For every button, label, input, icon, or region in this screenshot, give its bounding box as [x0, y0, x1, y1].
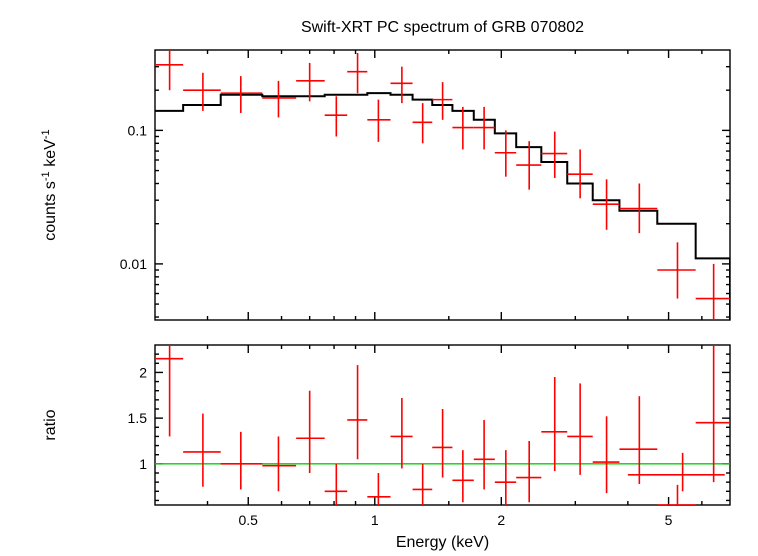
y-axis-label-top: counts s-1 keV-1	[40, 129, 59, 241]
x-axis-label: Energy (keV)	[396, 534, 489, 551]
chart-title: Swift-XRT PC spectrum of GRB 070802	[301, 19, 584, 36]
y-tick-label-top: 0.1	[128, 122, 148, 138]
y-tick-label-top: 0.01	[120, 256, 147, 272]
x-tick-label: 2	[497, 512, 505, 528]
x-tick-label: 5	[665, 512, 673, 528]
y-tick-label-bottom: 1	[139, 456, 147, 472]
y-axis-label-bottom: ratio	[42, 409, 59, 440]
y-tick-label-bottom: 2	[139, 364, 147, 380]
y-tick-label-bottom: 1.5	[128, 410, 148, 426]
x-tick-label: 1	[371, 512, 379, 528]
x-tick-label: 0.5	[239, 512, 259, 528]
spectrum-chart: Swift-XRT PC spectrum of GRB 070802 Energ…	[0, 0, 758, 556]
